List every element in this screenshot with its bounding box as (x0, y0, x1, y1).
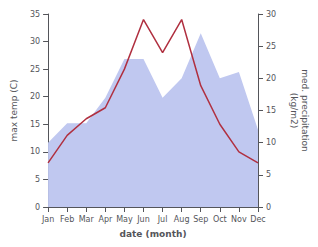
svg-text:Oct: Oct (213, 215, 227, 224)
svg-text:5: 5 (35, 175, 40, 184)
svg-text:Jun: Jun (136, 215, 150, 224)
svg-text:Dec: Dec (250, 215, 265, 224)
svg-text:15: 15 (30, 120, 40, 129)
svg-text:15: 15 (266, 106, 276, 115)
svg-text:(kg/m2): (kg/m2) (289, 93, 299, 128)
svg-text:max temp (C): max temp (C) (9, 79, 19, 141)
svg-text:10: 10 (266, 138, 276, 147)
svg-text:Mar: Mar (79, 215, 95, 224)
svg-text:25: 25 (30, 65, 40, 74)
svg-text:Apr: Apr (98, 215, 113, 224)
svg-text:Aug: Aug (174, 215, 190, 224)
svg-text:5: 5 (266, 170, 271, 179)
svg-text:20: 20 (266, 74, 276, 83)
svg-text:10: 10 (30, 147, 40, 156)
svg-text:20: 20 (30, 92, 40, 101)
svg-text:May: May (116, 215, 133, 224)
svg-text:30: 30 (30, 37, 40, 46)
svg-text:Feb: Feb (60, 215, 74, 224)
svg-text:date (month): date (month) (120, 229, 187, 239)
svg-text:Sep: Sep (193, 215, 208, 224)
svg-text:Jan: Jan (41, 215, 54, 224)
svg-text:Nov: Nov (231, 215, 247, 224)
svg-text:Jul: Jul (157, 215, 168, 224)
svg-text:25: 25 (266, 42, 276, 51)
svg-text:0: 0 (35, 203, 40, 212)
svg-text:35: 35 (30, 10, 40, 19)
svg-text:med. precipitation: med. precipitation (300, 69, 310, 151)
svg-text:0: 0 (266, 203, 271, 212)
svg-text:30: 30 (266, 10, 276, 19)
